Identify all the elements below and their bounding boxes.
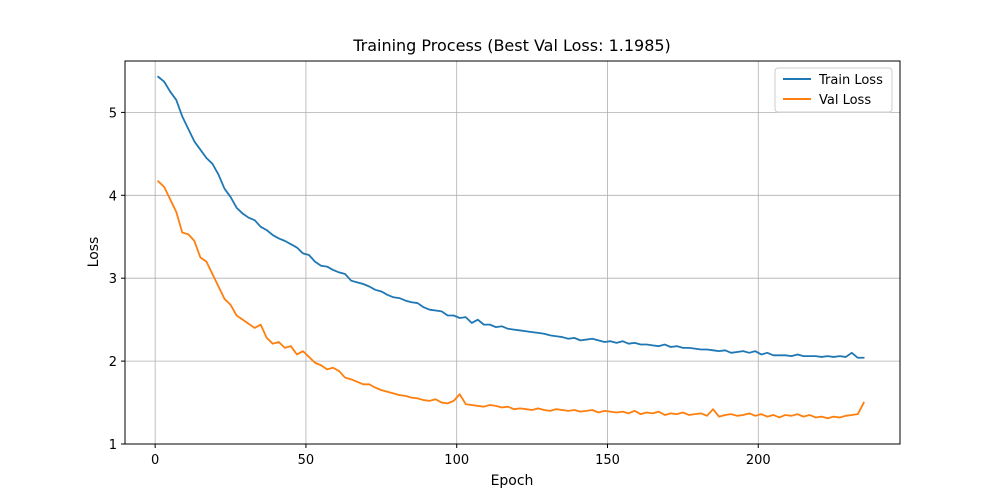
y-axis-label: Loss: [86, 237, 102, 268]
series-layer: [157, 75, 865, 420]
y-tick-label: 4: [109, 189, 117, 204]
x-tick-label: 150: [595, 453, 620, 468]
axis-ticks: 0 50 100 150 200 1 2 3 4 5: [109, 106, 771, 468]
val-loss-line: [157, 180, 865, 420]
x-tick-label: 100: [444, 453, 469, 468]
x-tick-label: 0: [151, 453, 159, 468]
train-loss-line: [157, 75, 865, 359]
y-tick-label: 1: [109, 438, 117, 453]
legend-label-train: Train Loss: [818, 73, 883, 88]
x-axis-label: Epoch: [491, 473, 534, 489]
chart-title: Training Process (Best Val Loss: 1.1985): [352, 36, 671, 55]
legend-label-val: Val Loss: [819, 93, 871, 108]
x-tick-label: 50: [298, 453, 315, 468]
y-tick-label: 3: [109, 272, 117, 287]
plot-frame: [124, 60, 901, 445]
legend: Train Loss Val Loss: [774, 67, 893, 113]
y-tick-label: 5: [109, 106, 117, 121]
x-tick-label: 200: [746, 453, 771, 468]
y-tick-label: 2: [109, 355, 117, 370]
